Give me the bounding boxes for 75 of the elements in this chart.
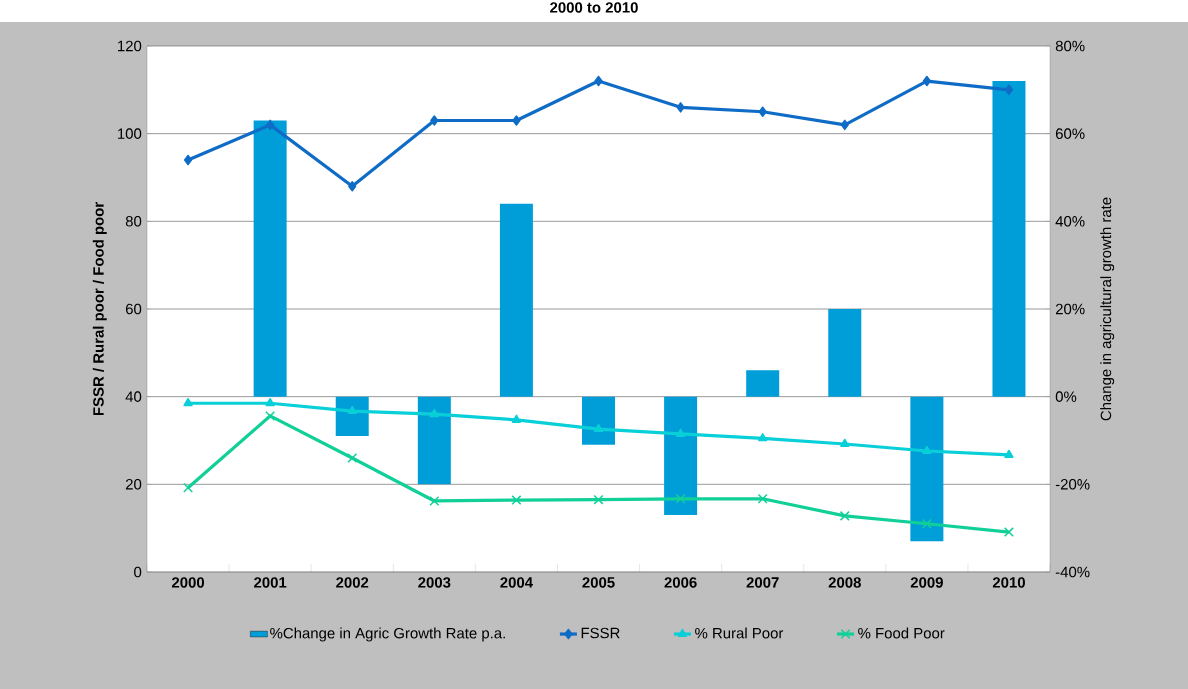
y2-tick-label: 80%	[1055, 40, 1085, 52]
x-tick-label: 2002	[336, 577, 369, 588]
y2-tick-label: 20%	[1055, 303, 1085, 315]
point	[347, 405, 357, 415]
x-tick-label: 2006	[664, 577, 697, 588]
y-tick-label: 0	[134, 566, 142, 578]
point	[183, 397, 193, 407]
bar	[499, 203, 533, 397]
bar	[910, 396, 944, 542]
point	[839, 510, 850, 521]
point	[183, 482, 194, 493]
point	[594, 75, 603, 87]
x-tick-label: 2010	[992, 577, 1025, 588]
x-tick-label: 2009	[910, 577, 943, 588]
y2-tick-label: 60%	[1055, 128, 1085, 139]
point	[429, 495, 440, 506]
point	[430, 115, 439, 126]
x-tick-label: 2003	[418, 577, 451, 588]
bar	[746, 370, 780, 397]
point	[840, 438, 850, 447]
bar	[828, 308, 862, 397]
y-tick-label: 60	[125, 303, 142, 315]
x-tick-label: 2001	[254, 577, 287, 588]
x-tick-label: 2005	[582, 577, 615, 588]
point	[511, 495, 522, 506]
bar	[664, 396, 698, 515]
point	[347, 453, 358, 464]
legend-label: % Rural Poor	[695, 627, 784, 639]
y-tick-label: 80	[125, 216, 142, 227]
x-tick-label: 2004	[500, 577, 533, 588]
point	[266, 119, 275, 131]
point	[840, 119, 849, 131]
point	[675, 493, 686, 504]
y2-axis-title: Change in agricultural growth rate	[1100, 197, 1115, 421]
y2-tick-label: -20%	[1055, 479, 1090, 490]
point	[265, 410, 276, 421]
legend-label: FSSR	[581, 627, 620, 639]
y-tick-label: 20	[125, 479, 142, 490]
point	[593, 423, 604, 433]
point	[511, 414, 522, 423]
x-tick-label: 2007	[746, 577, 779, 588]
y-axis-title: FSSR / Rural poor / Food poor	[92, 202, 107, 416]
point	[758, 106, 767, 117]
point	[593, 494, 604, 505]
point	[1003, 527, 1014, 538]
y-tick-label: 40	[125, 391, 142, 402]
point	[1004, 449, 1014, 458]
point	[758, 433, 768, 442]
point	[922, 445, 932, 454]
y-tick-label: 100	[118, 128, 142, 139]
point	[675, 428, 686, 437]
y2-tick-label: -40%	[1055, 566, 1090, 578]
y2-tick-label: 0%	[1055, 391, 1077, 402]
y-tick-label: 120	[118, 40, 142, 52]
x-tick-label: 2000	[171, 577, 205, 588]
point	[265, 397, 275, 407]
point	[348, 181, 357, 192]
y2-tick-label: 40%	[1055, 216, 1085, 227]
point	[429, 408, 439, 418]
point	[922, 75, 931, 87]
point	[512, 115, 521, 126]
legend-label: %Change in Agric Growth Rate p.a.	[270, 627, 505, 642]
bar	[417, 396, 451, 485]
point	[921, 518, 932, 529]
point	[183, 154, 193, 166]
legend-label: % Food Poor	[858, 627, 945, 639]
x-tick-label: 2008	[828, 577, 861, 588]
bar	[582, 396, 616, 445]
chart-title: 2000 to 2010	[550, 2, 638, 13]
point	[757, 493, 768, 504]
point	[676, 102, 685, 113]
bar	[335, 396, 369, 437]
bar	[253, 120, 287, 397]
point	[1004, 84, 1014, 96]
bar	[992, 81, 1026, 397]
